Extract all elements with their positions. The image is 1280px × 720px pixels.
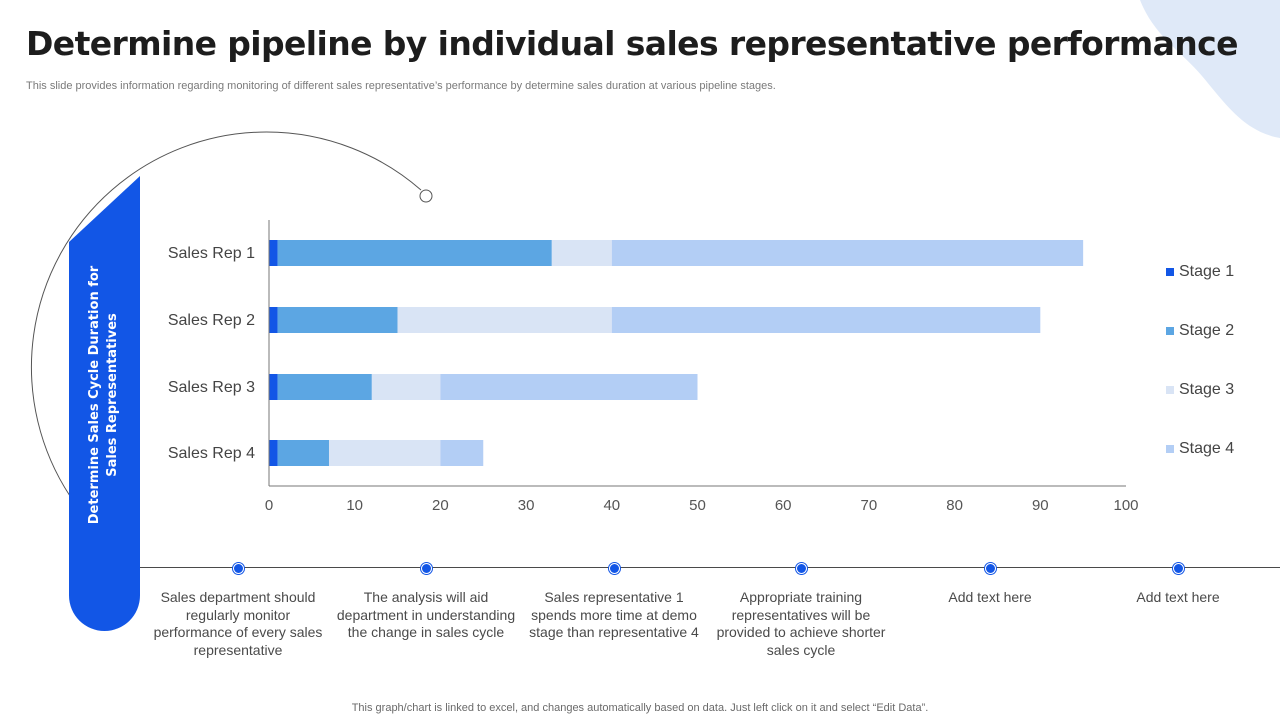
timeline-note-2: The analysis will aid department in unde… <box>336 589 516 640</box>
bar-4-stage-1 <box>269 440 278 466</box>
timeline-dot <box>985 563 996 574</box>
bar-4-stage-3 <box>328 440 441 466</box>
legend-label: Stage 3 <box>1179 381 1235 398</box>
side-label-panel <box>69 176 140 631</box>
category-label: Sales Rep 3 <box>168 379 255 396</box>
legend-label: Stage 2 <box>1179 322 1235 339</box>
x-tick-label: 40 <box>603 497 620 514</box>
x-tick-label: 90 <box>1032 497 1049 514</box>
arc-end-marker <box>419 189 433 203</box>
x-tick-label: 80 <box>946 497 963 514</box>
x-tick-label: 70 <box>861 497 878 514</box>
timeline-note-5: Add text here <box>948 589 1032 605</box>
x-tick-label: 60 <box>775 497 792 514</box>
legend-item-stage-4: Stage 4 <box>1166 439 1234 459</box>
legend-item-stage-3: Stage 3 <box>1166 380 1234 400</box>
legend-swatch <box>1166 268 1174 276</box>
corner-decoration <box>1140 0 1280 138</box>
category-label: Sales Rep 1 <box>168 245 255 262</box>
timeline-note-1: Sales department should regularly monito… <box>153 589 323 658</box>
timeline-dot <box>1173 563 1184 574</box>
timeline-dot <box>609 563 620 574</box>
x-tick-label: 0 <box>265 497 273 514</box>
category-label: Sales Rep 4 <box>168 445 255 462</box>
bar-1-stage-3 <box>551 240 612 266</box>
x-tick-label: 20 <box>432 497 449 514</box>
bar-3-stage-2 <box>277 374 372 400</box>
legend-swatch <box>1166 445 1174 453</box>
legend-item-stage-1: Stage 1 <box>1166 262 1234 282</box>
timeline-note-6: Add text here <box>1136 589 1220 605</box>
timeline-dot <box>796 563 807 574</box>
bar-3-stage-4 <box>440 374 698 400</box>
bar-3-stage-1 <box>269 374 278 400</box>
timeline-dot <box>421 563 432 574</box>
category-label: Sales Rep 2 <box>168 312 255 329</box>
timeline-note-3: Sales representative 1 spends more time … <box>529 589 699 640</box>
bar-1-stage-4 <box>611 240 1084 266</box>
legend-label: Stage 4 <box>1179 440 1235 457</box>
x-tick-label: 50 <box>689 497 706 514</box>
legend-swatch <box>1166 327 1174 335</box>
bar-2-stage-3 <box>397 307 612 333</box>
x-tick-label: 100 <box>1113 497 1138 514</box>
page-title: Determine pipeline by individual sales r… <box>26 24 1239 63</box>
chart-legend: Stage 1 Stage 2 Stage 3 Stage 4 <box>1166 262 1234 498</box>
x-tick-label: 10 <box>346 497 363 514</box>
bar-1-stage-1 <box>269 240 278 266</box>
bar-2-stage-1 <box>269 307 278 333</box>
bar-1-stage-2 <box>277 240 552 266</box>
legend-item-stage-2: Stage 2 <box>1166 321 1234 341</box>
legend-label: Stage 1 <box>1179 263 1235 280</box>
bar-4-stage-4 <box>440 440 484 466</box>
bar-2-stage-2 <box>277 307 398 333</box>
timeline-dot <box>233 563 244 574</box>
bar-4-stage-2 <box>277 440 329 466</box>
page-subtitle: This slide provides information regardin… <box>26 80 776 92</box>
bar-2-stage-4 <box>611 307 1041 333</box>
timeline-line <box>140 567 1280 568</box>
legend-swatch <box>1166 386 1174 394</box>
footer-note: This graph/chart is linked to excel, and… <box>351 702 929 714</box>
x-tick-label: 30 <box>518 497 535 514</box>
timeline-note-4: Appropriate training representatives wil… <box>716 589 886 658</box>
bar-3-stage-3 <box>371 374 441 400</box>
